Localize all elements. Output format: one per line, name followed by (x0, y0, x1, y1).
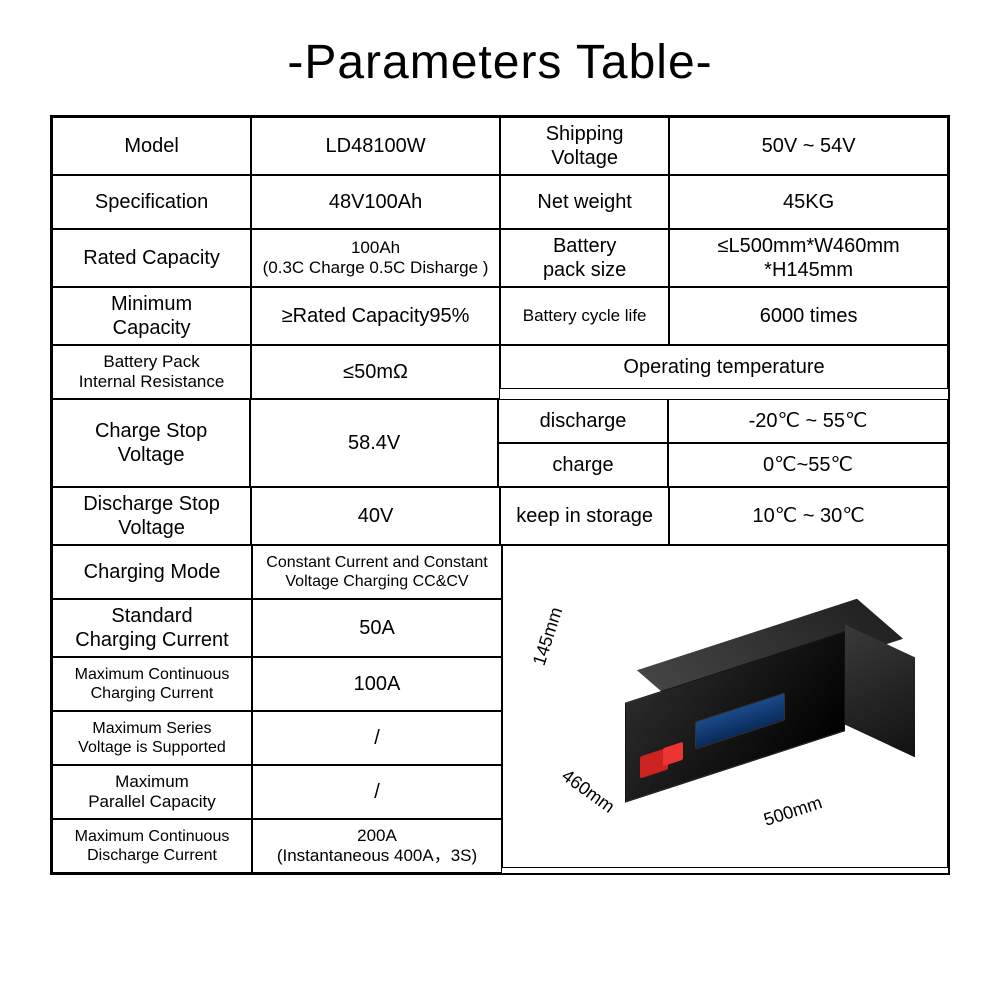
value-std-charge-current: 50A (252, 599, 502, 657)
value-op-charge: 0℃~55℃ (668, 443, 948, 487)
value-max-parallel: / (252, 765, 502, 819)
value-internal-resistance: ≤50mΩ (251, 345, 500, 399)
value-shipping-voltage: 50V ~ 54V (669, 117, 948, 175)
product-image: 145mm 460mm 500mm (502, 545, 948, 868)
label-pack-size: Battery pack size (500, 229, 669, 287)
parameters-table: Model LD48100W Shipping Voltage 50V ~ 54… (50, 115, 950, 875)
value-max-series: / (252, 711, 502, 765)
label-op-discharge: discharge (498, 399, 668, 443)
label-max-series: Maximum Series Voltage is Supported (52, 711, 252, 765)
label-discharge-stop: Discharge Stop Voltage (52, 487, 251, 545)
value-rated-capacity: 100Ah (0.3C Charge 0.5C Disharge ) (251, 229, 500, 287)
label-max-cont-discharge: Maximum Continuous Discharge Current (52, 819, 252, 873)
value-op-discharge: -20℃ ~ 55℃ (668, 399, 948, 443)
label-op-charge: charge (498, 443, 668, 487)
label-rated-capacity: Rated Capacity (52, 229, 251, 287)
label-net-weight: Net weight (500, 175, 669, 229)
label-specification: Specification (52, 175, 251, 229)
value-specification: 48V100Ah (251, 175, 500, 229)
value-model: LD48100W (251, 117, 500, 175)
value-cycle-life: 6000 times (669, 287, 948, 345)
page-title: -Parameters Table- (287, 35, 712, 90)
label-max-parallel: Maximum Parallel Capacity (52, 765, 252, 819)
label-min-capacity: Minimum Capacity (52, 287, 251, 345)
value-max-cont-charge: 100A (252, 657, 502, 711)
label-std-charge-current: Standard Charging Current (52, 599, 252, 657)
value-pack-size: ≤L500mm*W460mm *H145mm (669, 229, 948, 287)
value-charging-mode: Constant Current and Constant Voltage Ch… (252, 545, 502, 599)
value-discharge-stop: 40V (251, 487, 500, 545)
label-max-cont-charge: Maximum Continuous Charging Current (52, 657, 252, 711)
dimension-height: 145mm (529, 605, 568, 669)
value-max-cont-discharge: 200A (Instantaneous 400A，3S) (252, 819, 502, 873)
dimension-length: 500mm (761, 792, 825, 831)
value-op-storage: 10℃ ~ 30℃ (669, 487, 948, 545)
label-operating-temp: Operating temperature (500, 345, 948, 389)
label-op-storage: keep in storage (500, 487, 669, 545)
label-internal-resistance: Battery Pack Internal Resistance (52, 345, 251, 399)
label-cycle-life: Battery cycle life (500, 287, 669, 345)
value-net-weight: 45KG (669, 175, 948, 229)
label-model: Model (52, 117, 251, 175)
battery-illustration (585, 597, 885, 797)
label-charging-mode: Charging Mode (52, 545, 252, 599)
value-charge-stop: 58.4V (250, 399, 498, 487)
value-min-capacity: ≥Rated Capacity95% (251, 287, 500, 345)
label-shipping-voltage: Shipping Voltage (500, 117, 669, 175)
label-charge-stop: Charge Stop Voltage (52, 399, 250, 487)
